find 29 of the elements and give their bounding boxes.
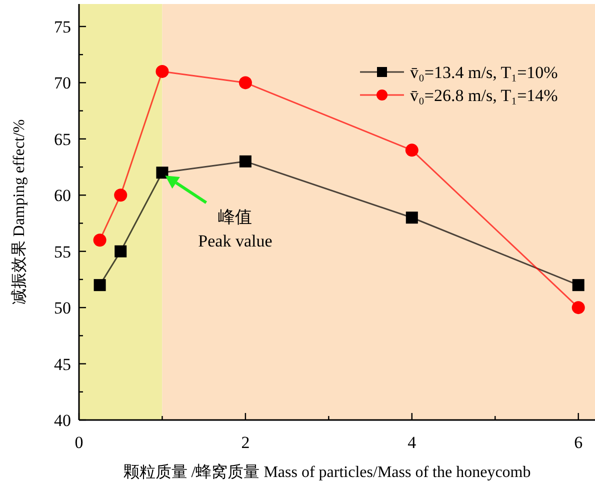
point [572,279,584,292]
point [156,166,168,179]
legend-label: v̄₀=13.4 m/s, T₁=10% [410,63,558,82]
annotation: 峰值 Peak value [198,208,272,251]
x-tick-label: 0 [74,433,84,452]
point [114,245,127,258]
x-tick-label: 4 [408,433,417,452]
y-tick-label: 75 [54,17,71,36]
x-tick-label: 2 [241,433,250,452]
point [572,301,585,314]
y-tick-label: 70 [54,74,71,93]
point [239,155,252,168]
point [405,144,418,157]
y-axis-title: 减振效果 Damping effect/% [10,119,28,305]
point [93,234,106,247]
point [238,76,252,90]
point [406,212,418,224]
point [156,64,169,78]
x-axis-title: 颗粒质量 /蜂窝质量 Mass of particles/Mass of the honeycomb [123,463,531,481]
y-tick-label: 50 [54,298,71,318]
legend-label: v̄₀=26.8 m/s, T₁=14% [410,86,558,105]
y-tick-label: 65 [54,130,71,149]
y-tick-label: 40 [54,411,71,430]
y-tick-label: 60 [54,186,71,206]
point [94,279,106,292]
y-tick-label: 45 [54,354,71,374]
point [114,188,128,202]
y-tick-label: 55 [54,242,71,262]
x-tick-label: 6 [574,433,583,452]
